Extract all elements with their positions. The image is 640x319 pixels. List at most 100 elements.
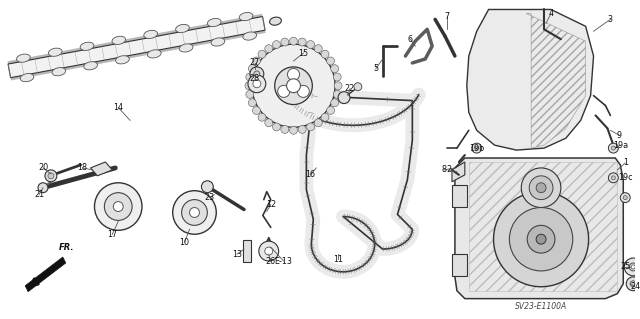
Circle shape — [321, 50, 329, 58]
Circle shape — [253, 57, 260, 65]
Circle shape — [624, 258, 640, 276]
Text: 21: 21 — [34, 190, 44, 199]
Polygon shape — [467, 10, 593, 150]
Circle shape — [289, 37, 298, 45]
Circle shape — [527, 225, 555, 253]
Circle shape — [629, 263, 637, 271]
Circle shape — [626, 277, 640, 291]
Ellipse shape — [112, 36, 125, 44]
Text: 15: 15 — [298, 48, 308, 57]
Text: 24: 24 — [630, 282, 640, 291]
Text: 19a: 19a — [612, 141, 628, 150]
Circle shape — [509, 208, 573, 271]
Text: SV23-E1100A: SV23-E1100A — [515, 302, 567, 311]
Circle shape — [475, 146, 479, 150]
Circle shape — [326, 107, 335, 115]
Text: E-13: E-13 — [275, 256, 292, 265]
Text: 8: 8 — [442, 165, 447, 174]
Text: 3: 3 — [608, 15, 613, 24]
Circle shape — [113, 202, 123, 211]
Text: 4: 4 — [548, 9, 554, 18]
Text: 2: 2 — [447, 165, 452, 174]
Polygon shape — [25, 257, 66, 292]
Circle shape — [333, 73, 341, 81]
Circle shape — [246, 91, 254, 98]
Text: 19b: 19b — [469, 144, 484, 152]
Circle shape — [252, 44, 335, 127]
Circle shape — [297, 85, 309, 97]
Circle shape — [95, 183, 142, 230]
Circle shape — [326, 57, 335, 65]
Circle shape — [493, 192, 589, 287]
Circle shape — [611, 146, 615, 150]
Ellipse shape — [49, 48, 62, 56]
Text: 9: 9 — [617, 131, 622, 140]
Circle shape — [529, 176, 553, 200]
Circle shape — [245, 82, 253, 90]
Text: 26: 26 — [266, 256, 276, 265]
Bar — [452, 254, 467, 276]
Bar — [452, 185, 467, 206]
Circle shape — [273, 41, 280, 48]
Circle shape — [331, 65, 339, 73]
Circle shape — [253, 80, 261, 88]
Circle shape — [278, 85, 290, 97]
Text: 5: 5 — [373, 64, 378, 73]
Circle shape — [273, 123, 280, 131]
Circle shape — [333, 91, 341, 98]
Circle shape — [472, 143, 482, 153]
Circle shape — [307, 123, 314, 131]
Circle shape — [321, 113, 329, 121]
Text: 10: 10 — [180, 238, 189, 247]
Circle shape — [265, 247, 273, 255]
Circle shape — [45, 170, 57, 182]
Circle shape — [182, 200, 207, 225]
Circle shape — [253, 107, 260, 115]
Circle shape — [189, 208, 200, 218]
Circle shape — [202, 181, 213, 193]
Ellipse shape — [207, 19, 221, 26]
Circle shape — [38, 183, 48, 193]
Circle shape — [275, 67, 312, 105]
Polygon shape — [8, 17, 265, 78]
Text: 27: 27 — [250, 58, 260, 67]
Ellipse shape — [147, 50, 161, 58]
Circle shape — [630, 281, 636, 287]
Ellipse shape — [84, 62, 97, 70]
Polygon shape — [452, 162, 465, 182]
Ellipse shape — [179, 44, 193, 52]
Text: FR.: FR. — [59, 243, 74, 252]
Text: 28: 28 — [250, 74, 260, 83]
Circle shape — [521, 168, 561, 208]
Circle shape — [258, 50, 266, 58]
Polygon shape — [455, 158, 623, 299]
Ellipse shape — [269, 17, 282, 25]
Circle shape — [331, 99, 339, 107]
Circle shape — [104, 193, 132, 220]
Ellipse shape — [20, 74, 34, 82]
Circle shape — [287, 79, 300, 93]
Ellipse shape — [144, 30, 157, 39]
Ellipse shape — [211, 38, 225, 46]
Circle shape — [289, 126, 298, 134]
Ellipse shape — [116, 56, 129, 64]
Circle shape — [298, 38, 306, 46]
Circle shape — [254, 71, 260, 77]
Circle shape — [631, 265, 635, 269]
Text: 13: 13 — [232, 249, 242, 259]
Circle shape — [248, 75, 266, 93]
Circle shape — [281, 38, 289, 46]
Text: 12: 12 — [266, 200, 276, 209]
Ellipse shape — [243, 32, 257, 40]
Circle shape — [248, 65, 256, 73]
Circle shape — [248, 99, 256, 107]
Circle shape — [314, 119, 322, 127]
Ellipse shape — [239, 12, 253, 21]
Circle shape — [334, 82, 342, 90]
Circle shape — [281, 125, 289, 133]
Circle shape — [48, 173, 54, 179]
Circle shape — [354, 83, 362, 91]
Circle shape — [620, 193, 630, 203]
Circle shape — [536, 183, 546, 193]
Text: 23: 23 — [204, 193, 214, 202]
